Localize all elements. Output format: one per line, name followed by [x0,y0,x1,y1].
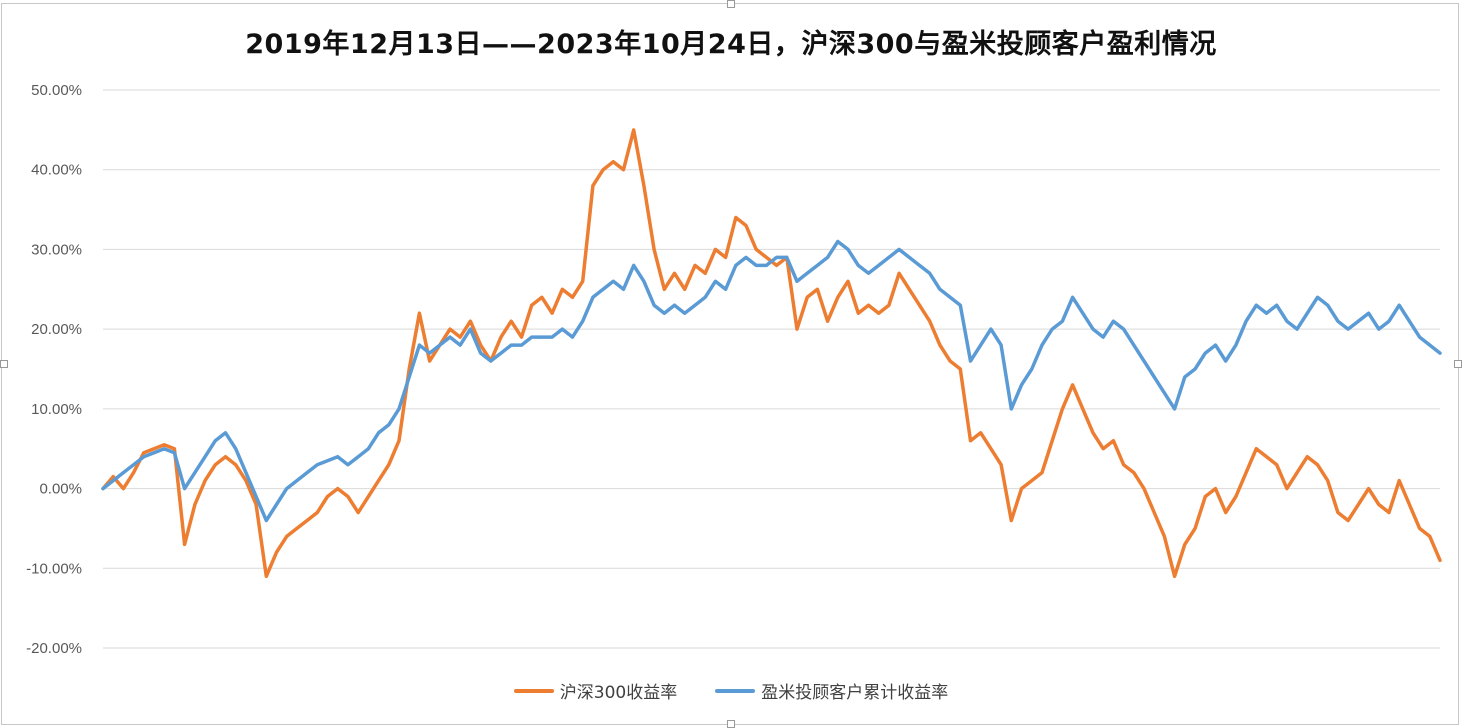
gridlines [103,89,1440,649]
y-tick-label: 40.00% [31,162,82,179]
resize-handle-left[interactable] [0,360,8,368]
series-lines [101,128,1442,579]
chart-title: 2019年12月13日——2023年10月24日，沪深300与盈米投顾客户盈利情… [245,29,1217,60]
y-tick-label: 50.00% [31,82,82,99]
legend-swatch-yingmi [715,688,756,693]
legend-item-yingmi: 盈米投顾客户累计收益率 [715,678,948,703]
series-line-hs300 [101,128,1442,579]
y-tick-label: 30.00% [31,241,82,258]
legend-item-hs300: 沪深300收益率 [513,678,678,703]
y-tick-label: 0.00% [39,481,82,498]
legend-label-yingmi: 盈米投顾客户累计收益率 [761,683,949,703]
series-line-yingmi [101,239,1442,523]
y-axis-labels: 50.00% 40.00% 30.00% 20.00% 10.00% 0.00% -10.0… [26,82,82,657]
legend-label-hs300: 沪深300收益率 [559,683,678,703]
resize-handle-top[interactable] [727,0,735,8]
y-tick-label: -10.00% [26,560,82,577]
y-tick-label: 10.00% [31,401,82,418]
y-tick-label: -20.00% [26,640,82,657]
y-tick-label: 20.00% [31,321,82,338]
legend-swatch-hs300 [513,688,554,693]
legend: 沪深300收益率 盈米投顾客户累计收益率 [0,678,1462,703]
